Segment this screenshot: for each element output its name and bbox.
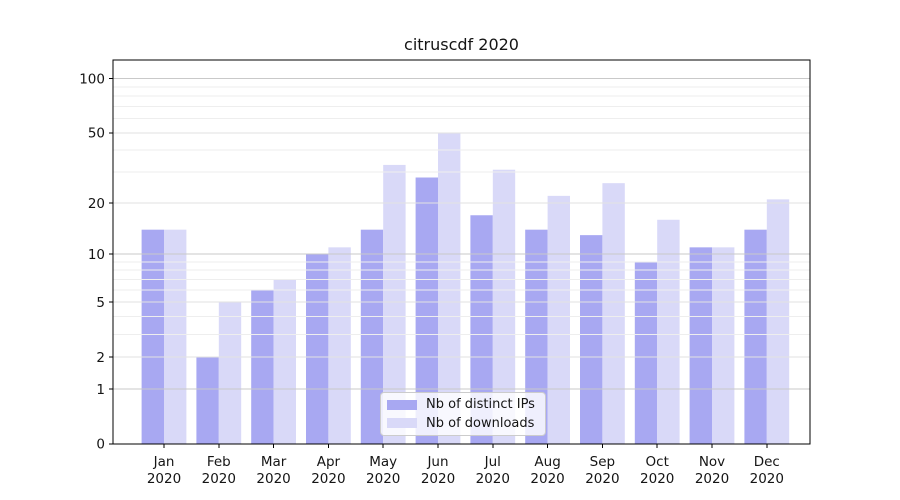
legend-item-downloads: Nb of downloads <box>387 415 545 432</box>
legend-swatch-downloads <box>387 418 417 429</box>
bar-distinct-ips-aug <box>525 229 548 444</box>
x-tick-label-year: 2020 <box>421 471 455 487</box>
x-tick-label-year: 2020 <box>530 471 564 487</box>
y-tick-label-1: 1 <box>96 382 105 398</box>
bar-distinct-ips-sep <box>580 235 603 444</box>
bar-distinct-ips-jul <box>470 215 493 444</box>
x-tick-label-year: 2020 <box>585 471 619 487</box>
bar-downloads-feb <box>218 302 242 444</box>
x-tick-label-aug: Aug <box>534 454 560 470</box>
bar-distinct-ips-jan <box>141 229 164 444</box>
bar-downloads-aug <box>547 195 570 444</box>
x-tick-label-oct: Oct <box>646 454 669 470</box>
x-tick-label-jul: Jul <box>484 454 501 470</box>
x-tick-label-year: 2020 <box>311 471 345 487</box>
legend-item-distinct-ips: Nb of distinct IPs <box>387 396 545 413</box>
bar-downloads-nov <box>712 247 735 444</box>
x-tick-label-dec: Dec <box>754 454 780 470</box>
plot-border <box>112 59 811 445</box>
x-tick-label-year: 2020 <box>202 471 236 487</box>
y-tick-label-5: 5 <box>96 295 105 311</box>
y-tick-label-20: 20 <box>88 196 105 212</box>
x-tick-label-year: 2020 <box>750 471 784 487</box>
bar-downloads-jan <box>164 229 187 444</box>
bar-distinct-ips-apr <box>306 254 329 444</box>
bar-downloads-jun <box>438 132 461 444</box>
x-tick-label-feb: Feb <box>207 454 231 470</box>
x-tick-label-year: 2020 <box>366 471 400 487</box>
x-tick-label-year: 2020 <box>695 471 729 487</box>
y-tick-label-100: 100 <box>79 71 105 87</box>
chart-title: citruscdf 2020 <box>404 35 519 54</box>
y-tick-label-10: 10 <box>88 247 105 263</box>
x-tick-label-nov: Nov <box>699 454 725 470</box>
y-tick-label-50: 50 <box>88 126 105 142</box>
x-tick-label-may: May <box>369 454 397 470</box>
legend-label-downloads: Nb of downloads <box>426 415 535 431</box>
bar-downloads-dec <box>766 199 790 444</box>
bar-downloads-jul <box>492 169 516 444</box>
x-tick-label-jan: Jan <box>153 454 175 470</box>
legend: Nb of distinct IPs Nb of downloads <box>380 392 546 436</box>
bar-distinct-ips-mar <box>251 289 274 444</box>
bar-distinct-ips-jun <box>415 177 438 444</box>
bar-distinct-ips-nov <box>689 247 712 444</box>
x-tick-label-mar: Mar <box>261 454 287 470</box>
bar-distinct-ips-feb <box>196 357 219 444</box>
x-tick-label-apr: Apr <box>317 454 341 470</box>
bar-distinct-ips-dec <box>744 229 767 444</box>
y-tick-label-2: 2 <box>96 350 105 366</box>
x-tick-label-year: 2020 <box>147 471 181 487</box>
legend-label-distinct-ips: Nb of distinct IPs <box>426 397 535 413</box>
bar-downloads-sep <box>602 183 625 444</box>
bar-downloads-may <box>383 164 406 444</box>
bar-downloads-mar <box>273 279 296 444</box>
bar-downloads-oct <box>657 219 680 444</box>
x-tick-label-year: 2020 <box>640 471 674 487</box>
y-tick-label-0: 0 <box>96 437 105 453</box>
bar-downloads-apr <box>328 247 351 444</box>
x-tick-label-sep: Sep <box>590 454 615 470</box>
x-tick-label-year: 2020 <box>476 471 510 487</box>
legend-swatch-distinct-ips <box>387 399 417 410</box>
bar-distinct-ips-may <box>360 229 384 444</box>
x-tick-label-year: 2020 <box>256 471 290 487</box>
bar-distinct-ips-oct <box>634 261 658 444</box>
x-tick-label-jun: Jun <box>426 454 448 470</box>
